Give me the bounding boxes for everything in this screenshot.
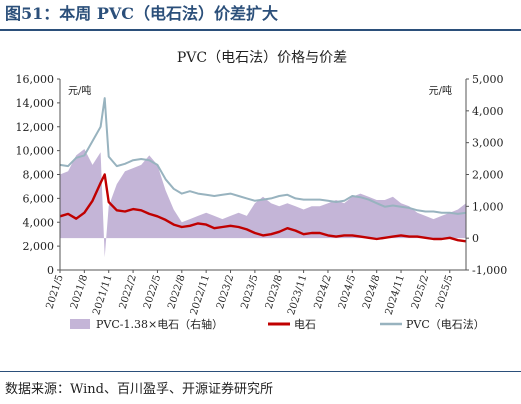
- right-tick-label: 5,000: [472, 73, 504, 86]
- x-tick-label: 2024/5: [337, 274, 358, 311]
- legend-swatch-spread: [70, 319, 90, 329]
- x-tick-label: 2022/5: [142, 274, 163, 311]
- x-tick-label: 2025/2: [410, 274, 431, 311]
- x-tick-label: 2021/11: [91, 274, 114, 317]
- left-tick-label: 8,000: [23, 169, 55, 182]
- x-tick-label: 2023/2: [215, 274, 236, 311]
- x-tick-label: 2022/8: [166, 274, 187, 311]
- x-tick-label: 2024/2: [312, 274, 333, 311]
- left-axis-unit: 元/吨: [68, 84, 91, 97]
- right-axis-unit: 元/吨: [429, 84, 452, 97]
- x-tick-label: 2023/11: [286, 274, 309, 317]
- title-divider: [0, 29, 521, 31]
- series-line-calcium-carbide: [59, 173, 467, 243]
- x-tick-label: 2023/8: [264, 274, 285, 311]
- x-tick-label: 2024/11: [384, 274, 407, 317]
- legend-label: PVC（电石法）: [406, 317, 485, 331]
- x-tick-label: 2023/5: [239, 274, 260, 311]
- left-tick-label: 12,000: [16, 121, 55, 134]
- legend-label: 电石: [294, 318, 316, 331]
- source-note: 数据来源：Wind、百川盈孚、开源证券研究所: [5, 382, 273, 397]
- right-tick-label: 0: [472, 232, 479, 245]
- left-tick-label: 10,000: [16, 145, 55, 158]
- series-area-spread: [60, 149, 466, 258]
- left-tick-label: 6,000: [23, 192, 55, 205]
- x-tick-label: 2025/5: [434, 274, 455, 311]
- figure-title: 图51：本周 PVC（电石法）价差扩大: [5, 4, 279, 23]
- right-tick-label: 1,000: [472, 200, 504, 213]
- left-tick-label: 4,000: [23, 216, 55, 229]
- x-tick-label: 2021/8: [69, 274, 90, 311]
- source-divider: [0, 371, 521, 372]
- chart: PVC（电石法）价格与价差 元/吨 元/吨 0 2,000 4,000 6,000 8,…: [16, 50, 508, 331]
- chart-title: PVC（电石法）价格与价差: [177, 50, 347, 66]
- x-tick-label: 2022/2: [118, 274, 139, 311]
- left-tick-label: 16,000: [16, 73, 55, 86]
- x-tick-label: 2021/5: [45, 274, 66, 311]
- right-tick-label: 3,000: [472, 137, 504, 150]
- legend-label: PVC-1.38×电石（右轴）: [96, 317, 223, 331]
- left-tick-label: 2,000: [23, 240, 55, 253]
- left-tick-label: 14,000: [16, 97, 55, 110]
- x-tick-label: 2024/8: [361, 274, 382, 311]
- x-tick-label: 2022/11: [189, 274, 212, 317]
- right-tick-label: 2,000: [472, 169, 504, 182]
- series-line-pvc: [59, 97, 467, 215]
- left-tick-label: 0: [47, 264, 54, 277]
- right-tick-label: 4,000: [472, 105, 504, 118]
- right-tick-label: -1,000: [472, 264, 507, 277]
